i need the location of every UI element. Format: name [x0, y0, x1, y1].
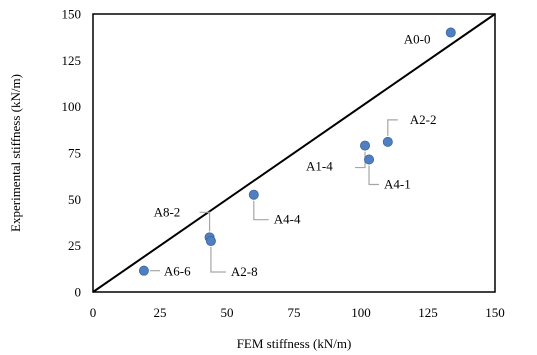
data-label: A4-4 — [274, 212, 301, 227]
leader-line — [199, 211, 211, 232]
x-tick-label: 100 — [351, 305, 371, 320]
data-point — [205, 236, 216, 247]
data-label: A1-4 — [306, 159, 333, 174]
axes — [92, 13, 496, 293]
data-label: A6-6 — [164, 264, 191, 279]
data-point — [382, 136, 393, 147]
data-label: A0-0 — [404, 32, 431, 47]
data-label: A2-8 — [231, 264, 258, 279]
y-tick-label: 100 — [62, 99, 82, 114]
x-axis-title: FEM stiffness (kN/m) — [237, 336, 352, 351]
data-point — [248, 189, 259, 200]
x-tick-label: 25 — [154, 305, 167, 320]
data-label: A8-2 — [154, 204, 181, 219]
x-tick-label: 75 — [288, 305, 301, 320]
plot-frame — [92, 13, 496, 293]
leader-line — [355, 151, 366, 169]
data-point — [445, 27, 456, 38]
y-tick-label: 50 — [68, 192, 81, 207]
y-tick-label: 125 — [62, 53, 82, 68]
data-point — [364, 154, 375, 165]
x-tick-label: 50 — [221, 305, 234, 320]
y-tick-label: 0 — [75, 285, 82, 300]
data-label: A4-1 — [384, 176, 411, 191]
leader-line — [368, 165, 380, 186]
data-label: A2-2 — [410, 112, 437, 127]
y-axis-title: Experimental stiffness (kN/m) — [8, 74, 23, 232]
y-tick-label: 150 — [62, 7, 82, 22]
y-tick-label: 25 — [68, 238, 81, 253]
data-labels: A0-0 A2-2 A1-4 A4-1 A4-4 A8-2 A2-8 A6-6 — [154, 32, 437, 279]
x-tick-label: 125 — [418, 305, 438, 320]
x-tick-label: 0 — [90, 305, 97, 320]
x-tick-label: 150 — [485, 305, 505, 320]
leader-line — [210, 247, 226, 273]
data-point — [138, 265, 149, 276]
data-point — [360, 140, 371, 151]
label-leader-lines — [149, 119, 398, 273]
data-points — [138, 27, 456, 276]
y-tick-label: 75 — [68, 146, 81, 161]
leader-line — [387, 119, 398, 136]
tick-labels: 0 25 50 75 100 125 150 0 25 50 75 100 125 150 — [62, 7, 505, 321]
reference-line-1-to-1 — [92, 13, 496, 293]
leader-line — [253, 200, 269, 221]
